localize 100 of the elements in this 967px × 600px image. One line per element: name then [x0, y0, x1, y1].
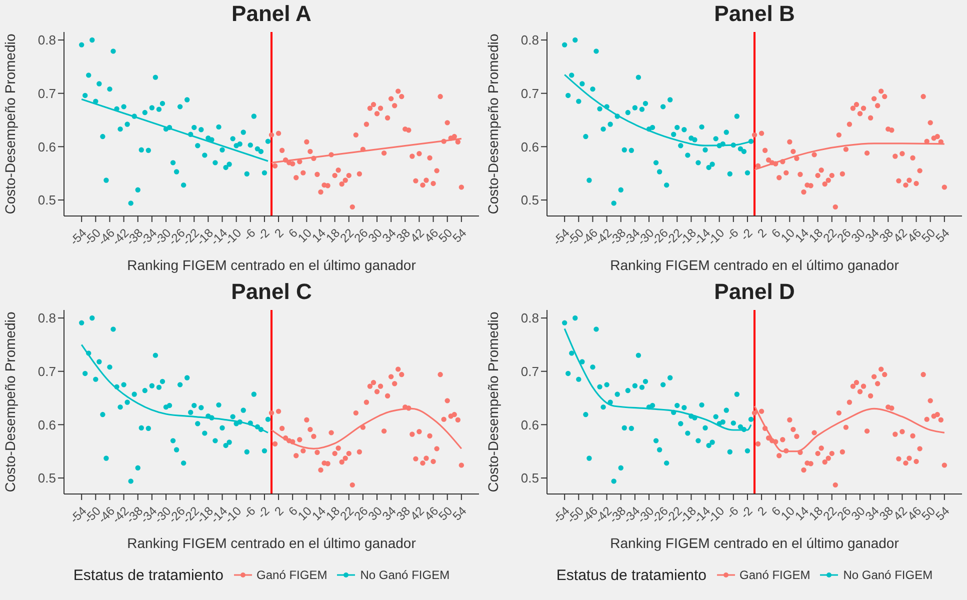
point: [650, 124, 656, 130]
point: [660, 382, 666, 388]
point: [766, 157, 772, 163]
point: [920, 94, 926, 100]
point: [608, 400, 613, 405]
point: [758, 130, 764, 136]
point: [864, 150, 870, 156]
point: [696, 160, 701, 166]
point: [110, 48, 116, 54]
point: [832, 482, 838, 488]
point: [192, 402, 197, 408]
point: [258, 148, 264, 154]
point: [871, 374, 877, 380]
point: [653, 438, 659, 444]
point: [121, 104, 126, 110]
point: [248, 142, 253, 148]
point: [914, 458, 919, 464]
point: [146, 426, 152, 431]
point: [350, 482, 355, 488]
point: [586, 178, 592, 183]
point: [336, 168, 341, 173]
point: [608, 122, 613, 127]
point: [829, 450, 834, 456]
point: [427, 433, 432, 438]
point: [220, 147, 225, 152]
point: [674, 402, 680, 408]
point: [174, 447, 180, 452]
point: [177, 104, 183, 110]
point: [132, 392, 137, 397]
point: [562, 42, 568, 48]
point: [438, 94, 443, 100]
point: [874, 103, 880, 108]
point: [230, 414, 236, 420]
point: [184, 375, 190, 380]
point: [276, 130, 282, 136]
point: [702, 425, 708, 430]
point: [265, 138, 271, 144]
point: [727, 171, 732, 176]
point: [569, 350, 574, 356]
point: [755, 441, 761, 446]
point: [180, 182, 186, 188]
point: [378, 384, 384, 389]
point: [399, 94, 404, 100]
y-tick-label: 0.8: [38, 32, 56, 48]
point: [910, 155, 916, 160]
point: [410, 432, 415, 437]
point: [132, 114, 137, 119]
point: [836, 410, 842, 416]
point: [276, 408, 282, 414]
point: [928, 120, 933, 126]
y-tick-label: 0.7: [38, 364, 56, 379]
point: [840, 171, 846, 176]
point: [152, 352, 158, 358]
point: [653, 160, 659, 166]
point: [308, 426, 313, 432]
y-tick-label: 0.5: [38, 192, 56, 208]
y-tick-label: 0.5: [520, 470, 539, 486]
point: [636, 352, 642, 358]
point: [146, 148, 152, 153]
chart-title: Panel A: [230, 0, 312, 28]
x-tick-label: 2: [754, 226, 770, 241]
point: [455, 139, 460, 144]
point: [86, 72, 92, 78]
point: [230, 136, 236, 142]
point: [801, 189, 806, 195]
point: [356, 171, 362, 176]
point: [790, 426, 796, 432]
point: [396, 88, 401, 94]
point: [710, 162, 715, 167]
point: [396, 366, 401, 372]
point: [829, 172, 834, 178]
point: [392, 381, 398, 386]
point: [874, 381, 880, 386]
point: [618, 187, 624, 192]
point: [843, 146, 849, 152]
point: [664, 460, 670, 466]
point: [892, 432, 898, 437]
point: [590, 364, 596, 370]
y-tick-label: 0.8: [520, 32, 539, 48]
point: [160, 378, 166, 384]
point: [290, 161, 296, 166]
legend-label: No Ganó FIGEM: [842, 568, 933, 582]
point: [248, 420, 253, 426]
point: [297, 437, 302, 442]
point: [942, 184, 948, 190]
point: [812, 430, 817, 436]
point: [727, 449, 732, 454]
point: [896, 456, 902, 462]
point: [209, 415, 214, 420]
point: [699, 402, 704, 408]
point: [878, 366, 884, 372]
point: [730, 142, 736, 148]
point: [424, 456, 429, 461]
point: [710, 440, 715, 445]
point: [674, 124, 680, 130]
point: [906, 456, 912, 461]
point: [420, 460, 426, 466]
point: [611, 200, 616, 206]
point: [857, 389, 863, 394]
point: [748, 138, 754, 144]
